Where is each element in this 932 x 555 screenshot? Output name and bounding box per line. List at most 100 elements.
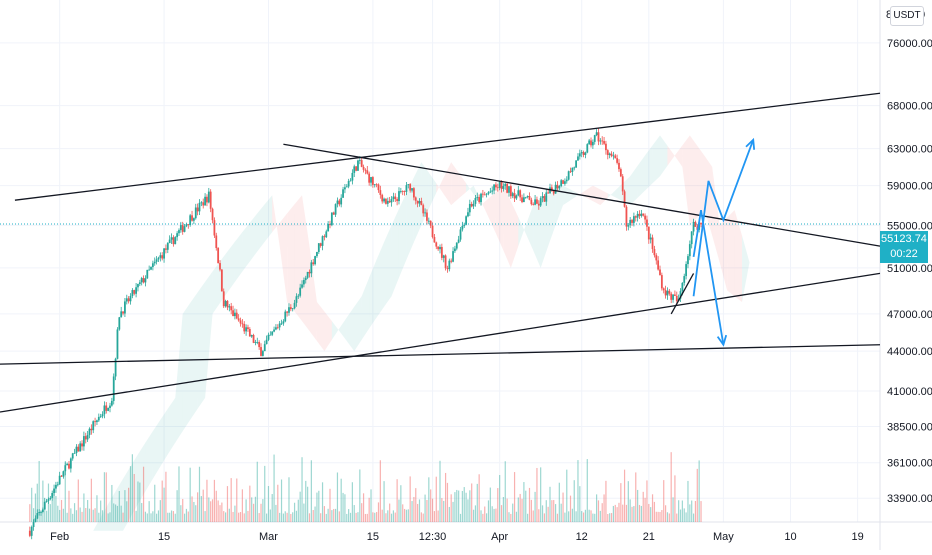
candle-body [232,310,234,317]
currency-selector[interactable]: USDT [890,6,924,26]
cloud-segment [563,185,571,206]
candle-body [373,184,376,186]
cloud-segment [458,172,467,199]
projection-arrows[interactable] [692,137,756,347]
candle-body [431,225,434,238]
volume-bar [532,510,534,522]
volume-bar [362,493,365,522]
candle-body [293,302,296,309]
volume-bar [361,503,363,522]
candle-body [140,278,143,283]
volume-bar [461,490,463,522]
volume-bar [474,505,477,522]
candle-body [142,278,145,283]
volume-bar [161,480,163,522]
volume-bar [620,483,622,522]
volume-bar [331,510,333,522]
time-tick-label: Mar [259,531,278,543]
candle-body [129,295,132,302]
candle-body [138,282,141,285]
volume-bar [403,508,406,522]
candle-body [60,475,63,477]
volume-bar [321,482,324,522]
candle-body [495,184,497,188]
volume-bar [170,510,173,522]
volume-bar [476,483,478,522]
volume-bar [586,459,588,522]
candle-body [344,187,346,190]
candle-body [521,197,523,203]
volume-bar [497,488,499,522]
volume-bar [633,506,635,522]
volume-bar [409,476,411,522]
candle-body [687,256,689,265]
candle-body [564,181,566,184]
cloud-segment [592,185,601,206]
candle-body [310,262,313,274]
volume-bar [646,480,648,522]
candle-body [97,416,100,421]
candle-body [235,312,238,319]
trendline-descending-resistance [283,143,881,247]
candle-body [49,497,52,500]
candle-body [345,186,348,188]
volume-bar [625,504,628,522]
candle-body [632,216,635,223]
volume-bar [605,480,607,522]
candle-body [55,484,57,489]
candle-body [478,197,481,203]
cloud-segment [175,313,183,443]
volume-bar [301,457,303,522]
trendlines[interactable] [0,92,881,413]
volume-bar [157,510,160,522]
cloud-segment [197,281,206,409]
candle-body [153,261,156,264]
volume-bar [569,495,572,522]
candle-body [215,235,218,249]
cloud-segment [212,261,220,314]
candle-body [603,141,605,144]
volume-bar [234,505,236,522]
cloud-segment [600,189,608,206]
candle-body [470,203,473,207]
volume-bar [282,513,284,522]
candle-body [660,275,663,289]
candle-body [351,172,354,181]
cloud-segment [682,135,690,226]
volume-bar [381,509,383,522]
cloud-segment [272,195,280,247]
candle-body [649,237,652,240]
cloud-segment [257,204,265,252]
time-axis[interactable]: Feb 15 Mar 15 12:30 Apr 12 21 May 10 19 [50,531,864,543]
candle-body [308,271,311,274]
time-tick-label: 21 [643,531,655,543]
candle-body [112,376,115,401]
candle-body [133,290,136,294]
candle-body [496,187,499,189]
volume-bar [493,508,495,522]
candle-body [522,197,525,203]
candle-body [56,484,59,486]
candle-body [537,203,540,206]
volume-bar [622,504,624,522]
volume-bar [249,485,251,522]
volume-bar [463,487,465,522]
volume-bar [607,513,609,522]
candle-body [314,256,316,265]
candle-body [109,405,111,409]
candle-body [442,255,445,258]
volume-bar [392,510,394,522]
volume-bar [458,490,460,522]
candle-body [481,193,484,195]
candle-body [571,167,574,173]
volume-bar [506,498,508,522]
cloud-segment [466,183,474,195]
volume-bar [178,466,180,522]
candle-body [241,323,244,325]
volume-bar [275,504,277,522]
volume-bar [51,500,53,522]
price-axis[interactable]: 76000.00 68000.00 63000.00 59000.00 55000.00… [887,38,932,505]
candle-body [655,255,658,261]
